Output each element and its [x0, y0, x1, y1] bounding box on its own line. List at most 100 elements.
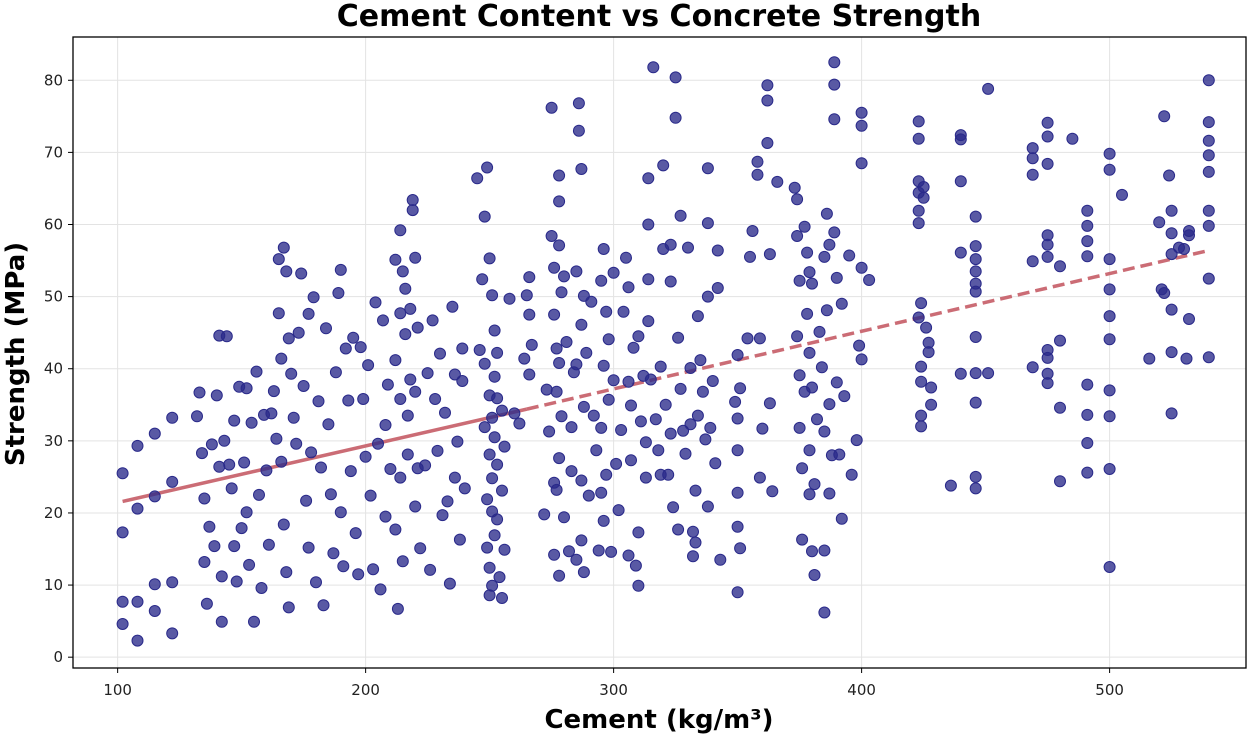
data-point: [290, 437, 303, 450]
data-point: [491, 346, 504, 359]
data-point: [307, 291, 320, 304]
data-point: [607, 374, 620, 387]
data-point: [1103, 384, 1116, 397]
data-point: [811, 413, 823, 426]
data-point: [1103, 410, 1116, 423]
data-point: [830, 271, 843, 284]
data-point: [277, 518, 290, 531]
data-point: [704, 421, 717, 434]
data-point: [352, 568, 365, 581]
data-point: [982, 367, 995, 380]
data-point: [823, 398, 836, 411]
data-point: [944, 479, 957, 492]
data-point: [954, 246, 967, 259]
data-point: [1054, 260, 1066, 273]
data-point: [711, 282, 724, 294]
data-point: [545, 101, 558, 114]
data-point: [523, 368, 536, 381]
data-point: [1158, 287, 1171, 299]
data-point: [558, 270, 570, 283]
data-point: [548, 261, 561, 274]
data-point: [523, 271, 536, 284]
data-point: [649, 413, 662, 426]
data-point: [1183, 313, 1195, 325]
data-point: [808, 569, 821, 581]
data-point: [362, 359, 375, 372]
y-tick-label: 70: [44, 143, 63, 161]
data-point: [691, 310, 704, 323]
data-point: [701, 217, 714, 230]
data-point: [639, 471, 652, 484]
data-point: [587, 409, 600, 422]
data-point: [917, 191, 930, 204]
data-point: [364, 489, 377, 502]
data-point: [731, 349, 744, 361]
data-point: [1081, 204, 1094, 217]
data-point: [969, 396, 982, 409]
data-point: [225, 482, 238, 495]
data-point: [1026, 142, 1039, 155]
data-point: [793, 369, 806, 382]
data-point: [828, 113, 841, 126]
data-point: [131, 502, 144, 515]
data-point: [1081, 408, 1094, 421]
data-point: [439, 406, 451, 419]
data-point: [347, 331, 360, 344]
data-point: [315, 461, 327, 474]
data-point: [801, 307, 814, 320]
data-point: [1165, 303, 1178, 316]
data-point: [679, 447, 692, 460]
data-point: [148, 427, 161, 440]
data-point: [915, 360, 928, 373]
data-point: [203, 520, 216, 533]
data-point: [639, 436, 652, 449]
data-point: [696, 385, 709, 398]
data-point: [116, 595, 129, 608]
data-point: [796, 462, 809, 475]
data-point: [969, 265, 982, 278]
data-point: [622, 375, 635, 388]
data-point: [324, 488, 337, 501]
data-point: [545, 230, 558, 242]
data-point: [424, 563, 437, 576]
data-point: [148, 490, 161, 503]
data-point: [406, 194, 419, 206]
data-point: [642, 218, 655, 231]
data-point: [166, 627, 179, 640]
data-point: [555, 410, 568, 423]
data-point: [575, 163, 588, 175]
data-point: [384, 463, 397, 475]
data-point: [560, 336, 573, 348]
data-point: [803, 444, 816, 457]
data-point: [1103, 561, 1116, 573]
data-point: [622, 549, 635, 562]
data-point: [558, 511, 570, 524]
data-point: [620, 251, 632, 264]
data-point: [969, 367, 982, 380]
data-point: [806, 381, 818, 394]
data-point: [275, 455, 288, 468]
data-point: [1081, 466, 1094, 479]
data-point: [627, 341, 640, 354]
data-point: [632, 579, 645, 592]
data-point: [1103, 333, 1116, 346]
data-point: [761, 79, 774, 92]
data-point: [496, 404, 508, 417]
data-point: [404, 302, 417, 315]
data-point: [419, 459, 432, 472]
data-point: [741, 332, 754, 345]
data-point: [481, 161, 494, 174]
data-point: [954, 133, 967, 146]
data-point: [701, 500, 714, 513]
data-point: [761, 137, 774, 149]
data-point: [590, 444, 603, 457]
data-point: [548, 308, 561, 321]
data-point: [1143, 352, 1156, 365]
data-point: [855, 353, 868, 366]
data-point: [553, 239, 566, 252]
data-point: [652, 444, 665, 457]
data-point: [763, 397, 776, 410]
x-tick-label: 300: [599, 681, 628, 699]
data-point: [302, 307, 315, 320]
data-point: [250, 365, 263, 378]
